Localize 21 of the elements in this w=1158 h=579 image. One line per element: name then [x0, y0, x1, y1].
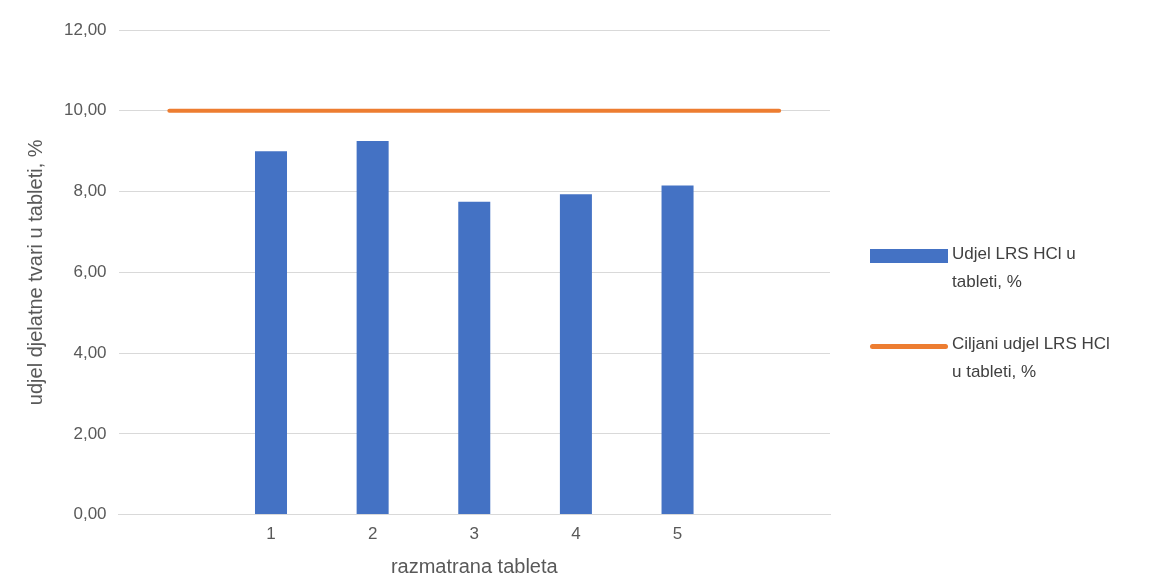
- legend-label: Ciljani udjel LRS HCl u tableti, %: [952, 333, 1111, 383]
- y-tick-label: 8,00: [73, 181, 107, 201]
- x-tick-label: 3: [469, 524, 480, 544]
- bar: [661, 185, 694, 515]
- bar: [458, 201, 491, 515]
- y-tick-label: 2,00: [73, 423, 107, 443]
- bar: [559, 194, 592, 515]
- y-tick-label: 6,00: [73, 261, 107, 281]
- y-tick-label: 10,00: [63, 100, 107, 120]
- x-tick-label: 1: [266, 524, 276, 544]
- bar: [254, 151, 288, 515]
- bar: [356, 141, 389, 515]
- x-tick-label: 2: [367, 524, 378, 544]
- y-tick-label: 12,00: [63, 19, 107, 39]
- y-tick-label: 4,00: [73, 342, 107, 362]
- y-tick-label: 0,00: [73, 504, 107, 524]
- x-tick-label: 5: [672, 524, 683, 544]
- x-tick-label: 4: [571, 524, 581, 544]
- x-axis-title: razmatrana tableta: [390, 554, 559, 577]
- y-axis-title: udjel djelatne tvari u tableti, %: [23, 139, 46, 406]
- legend-label: Udjel LRS HCl u tableti, %: [952, 243, 1077, 293]
